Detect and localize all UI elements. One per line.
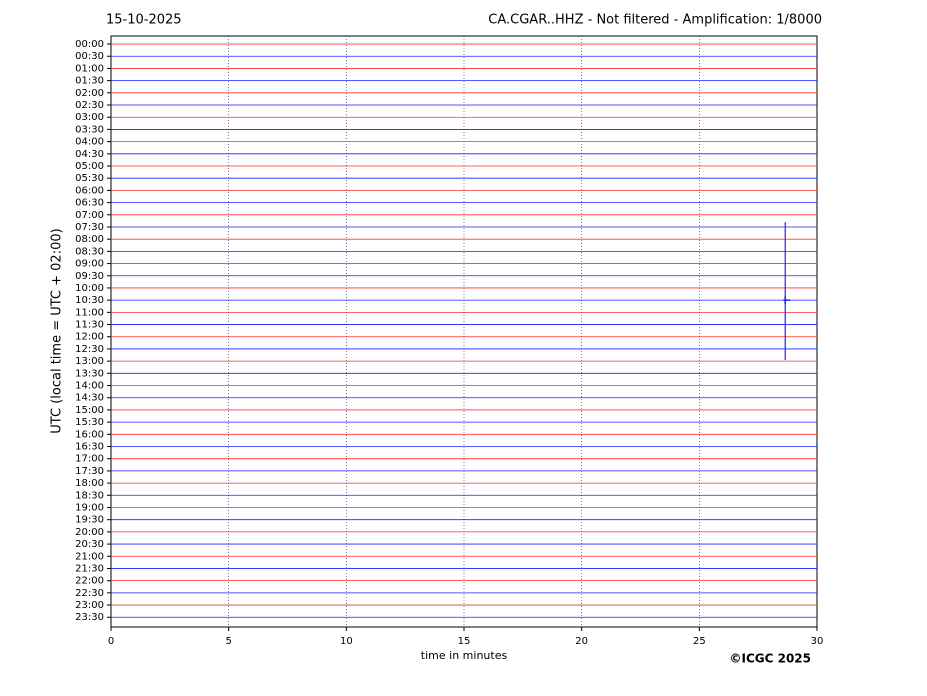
chart-title: CA.CGAR..HHZ - Not filtered - Amplificat…: [488, 13, 822, 28]
y-tick-label: 10:00: [75, 283, 104, 294]
y-tick-label: 13:30: [75, 368, 104, 379]
y-tick-label: 22:30: [75, 588, 104, 599]
x-tick-label: 25: [693, 636, 706, 647]
y-tick-label: 01:00: [75, 63, 104, 74]
y-tick-label: 18:00: [75, 478, 104, 489]
y-tick-label: 21:00: [75, 551, 104, 562]
y-tick-label: 07:30: [75, 222, 104, 233]
event-wiggle: [783, 296, 791, 305]
y-tick-label: 21:30: [75, 563, 104, 574]
y-tick-label: 00:30: [75, 51, 104, 62]
y-tick-label: 17:00: [75, 454, 104, 465]
y-tick-label: 03:00: [75, 112, 104, 123]
y-tick-label: 08:00: [75, 234, 104, 245]
y-tick-label: 16:30: [75, 442, 104, 453]
y-tick-label: 06:00: [75, 185, 104, 196]
y-tick-label: 03:30: [75, 124, 104, 135]
y-tick-label: 09:00: [75, 259, 104, 270]
y-tick-label: 04:30: [75, 149, 104, 160]
y-tick-label: 12:00: [75, 332, 104, 343]
x-tick-label: 5: [225, 636, 231, 647]
y-tick-label: 23:30: [75, 612, 104, 623]
y-tick-label: 12:30: [75, 344, 104, 355]
y-tick-label: 19:00: [75, 502, 104, 513]
y-tick-label: 11:30: [75, 320, 104, 331]
y-tick-label: 02:30: [75, 100, 104, 111]
y-tick-label: 08:30: [75, 246, 104, 257]
x-tick-label: 10: [340, 636, 353, 647]
y-tick-label: 09:30: [75, 271, 104, 282]
y-tick-label: 11:00: [75, 307, 104, 318]
plot-frame: [110, 35, 818, 628]
y-tick-label: 13:00: [75, 356, 104, 367]
y-tick-label: 00:00: [75, 39, 104, 50]
y-tick-label: 19:30: [75, 515, 104, 526]
y-tick-label: 02:00: [75, 88, 104, 99]
y-tick-label: 04:00: [75, 137, 104, 148]
y-tick-label: 14:00: [75, 381, 104, 392]
date: 15-10-2025: [106, 13, 182, 28]
x-tick-label: 0: [108, 636, 114, 647]
y-tick-label: 15:00: [75, 405, 104, 416]
y-tick-label: 05:00: [75, 161, 104, 172]
x-axis-label: time in minutes: [421, 649, 508, 662]
y-tick-label: 23:00: [75, 600, 104, 611]
copyright: ©ICGC 2025: [729, 652, 811, 666]
y-tick-label: 10:30: [75, 295, 104, 306]
x-tick-label: 20: [575, 636, 588, 647]
y-tick-label: 17:30: [75, 466, 104, 477]
y-tick-label: 14:30: [75, 393, 104, 404]
y-tick-label: 20:30: [75, 539, 104, 550]
y-tick-label: 22:00: [75, 576, 104, 587]
y-axis-label: UTC (local time = UTC + 02:00): [50, 228, 65, 433]
y-tick-label: 06:30: [75, 198, 104, 209]
y-tick-label: 15:30: [75, 417, 104, 428]
y-tick-label: 18:30: [75, 490, 104, 501]
y-tick-label: 05:30: [75, 173, 104, 184]
y-tick-label: 16:00: [75, 429, 104, 440]
x-tick-label: 15: [458, 636, 471, 647]
y-tick-label: 01:30: [75, 76, 104, 87]
x-tick-label: 30: [811, 636, 824, 647]
y-tick-label: 20:00: [75, 527, 104, 538]
y-tick-label: 07:00: [75, 210, 104, 221]
